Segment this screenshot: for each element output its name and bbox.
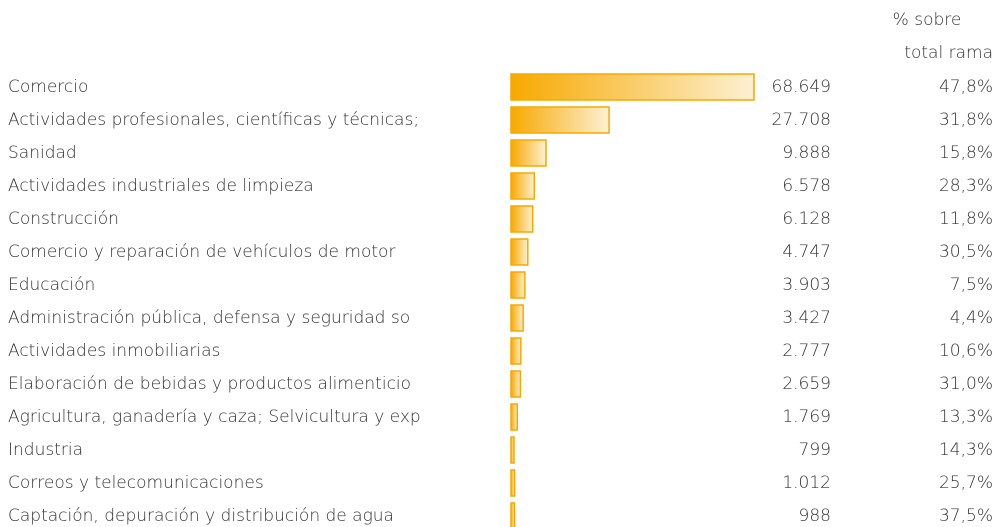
column-header: % sobre bbox=[893, 10, 962, 30]
bar bbox=[510, 502, 516, 527]
bar bbox=[510, 304, 524, 332]
bar bbox=[510, 337, 522, 365]
bar bbox=[510, 403, 519, 431]
bar bbox=[510, 73, 755, 101]
value-label: 1.769 bbox=[782, 407, 831, 427]
category-label: Construcción bbox=[8, 209, 119, 229]
value-label: 68.649 bbox=[772, 77, 831, 97]
bar bbox=[510, 469, 516, 497]
value-label: 2.777 bbox=[782, 341, 831, 361]
value-label: 988 bbox=[799, 506, 831, 526]
value-label: 4.747 bbox=[782, 242, 831, 262]
share-label: 4,4% bbox=[950, 308, 993, 328]
share-label: 7,5% bbox=[950, 275, 993, 295]
category-label: Industria bbox=[8, 440, 83, 460]
category-label: Actividades industriales de limpieza bbox=[8, 176, 314, 196]
share-label: 31,0% bbox=[939, 374, 993, 394]
category-label: Comercio bbox=[8, 77, 88, 97]
category-label: Educación bbox=[8, 275, 95, 295]
category-label: Correos y telecomunicaciones bbox=[8, 473, 264, 493]
share-label: 47,8% bbox=[939, 77, 993, 97]
value-label: 2.659 bbox=[782, 374, 831, 394]
share-label: 30,5% bbox=[939, 242, 993, 262]
value-label: 27.708 bbox=[772, 110, 831, 130]
category-label: Elaboración de bebidas y productos alime… bbox=[8, 374, 411, 394]
value-label: 6.128 bbox=[782, 209, 831, 229]
share-label: 14,3% bbox=[939, 440, 993, 460]
column-header: total rama bbox=[904, 43, 993, 63]
share-label: 31,8% bbox=[939, 110, 993, 130]
share-label: 28,3% bbox=[939, 176, 993, 196]
share-label: 10,6% bbox=[939, 341, 993, 361]
value-label: 1.012 bbox=[782, 473, 831, 493]
category-label: Actividades profesionales, científicas y… bbox=[8, 110, 419, 130]
bar bbox=[510, 271, 526, 299]
share-label: 25,7% bbox=[939, 473, 993, 493]
bar bbox=[510, 370, 522, 398]
value-label: 6.578 bbox=[782, 176, 831, 196]
share-label: 13,3% bbox=[939, 407, 993, 427]
share-label: 37,5% bbox=[939, 506, 993, 526]
value-label: 3.903 bbox=[782, 275, 831, 295]
category-label: Actividades inmobiliarias bbox=[8, 341, 220, 361]
bar bbox=[510, 205, 534, 233]
category-label: Agricultura, ganadería y caza; Selvicult… bbox=[8, 407, 421, 427]
share-label: 11,8% bbox=[939, 209, 993, 229]
bar bbox=[510, 172, 536, 200]
category-labels: Comercio Actividades profesionales, cient… bbox=[8, 77, 421, 526]
category-label: Comercio y reparación de vehículos de mo… bbox=[8, 242, 395, 262]
category-label: Administración pública, defensa y seguri… bbox=[8, 308, 410, 328]
bar bbox=[510, 139, 547, 167]
value-label: 799 bbox=[799, 440, 831, 460]
bar bbox=[510, 238, 529, 266]
bar bbox=[510, 436, 515, 464]
share-label: 15,8% bbox=[939, 143, 993, 163]
category-label: Captación, depuración y distribución de … bbox=[8, 506, 394, 526]
value-label: 9.888 bbox=[782, 143, 831, 163]
category-label: Sanidad bbox=[8, 143, 77, 163]
value-label: 3.427 bbox=[782, 308, 831, 328]
bar bbox=[510, 106, 610, 134]
